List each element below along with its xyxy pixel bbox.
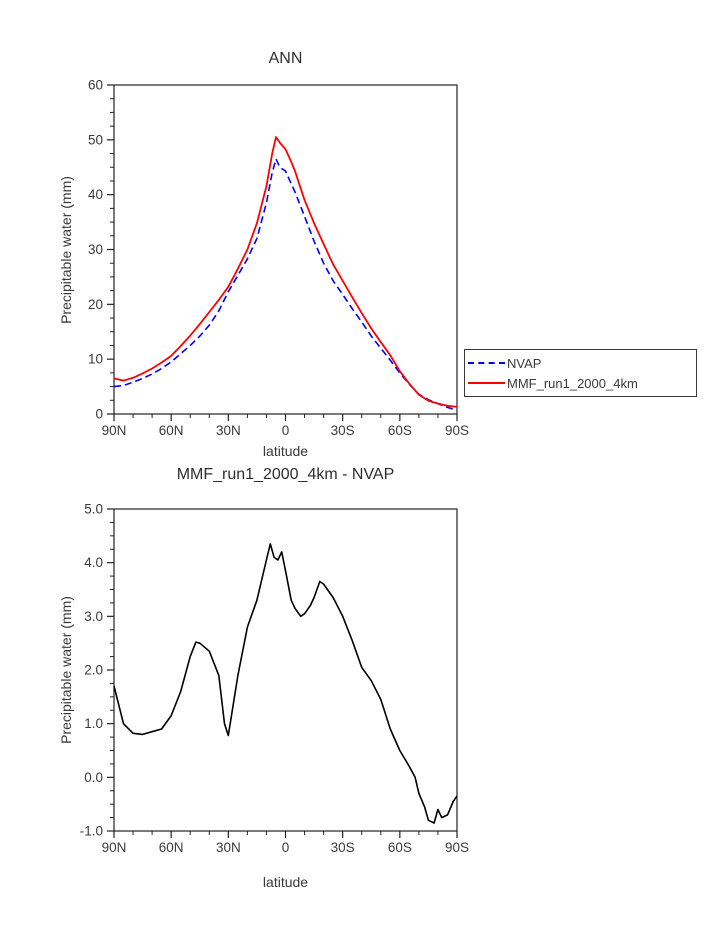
x-tick-label: 60S — [388, 840, 412, 855]
y-tick-label: 40 — [88, 187, 103, 202]
top-chart-ylabel: Precipitable water (mm) — [58, 176, 74, 324]
y-tick-label: 1.0 — [84, 716, 103, 731]
x-tick-label: 60N — [159, 840, 184, 855]
series-line-nvap — [113, 158, 458, 411]
x-tick-label: 90S — [445, 423, 469, 438]
y-tick-label: 2.0 — [84, 663, 103, 678]
legend-solid-line-sample — [468, 382, 505, 384]
series-line-mmf_run1_2000_4km — [113, 136, 458, 408]
x-tick-label: 30S — [331, 423, 355, 438]
bottom-chart: 90N 60N 30N 0 30S 60S 90S -1.0 0.0 1.0 2.0 3.0 4.0 5.… — [80, 502, 469, 856]
x-tick-label: 0 — [282, 423, 290, 438]
legend-label: MMF_run1_2000_4km — [507, 375, 638, 391]
y-tick-label: 5.0 — [84, 502, 103, 517]
x-tick-label: 60S — [388, 423, 412, 438]
x-tick-label: 90N — [102, 840, 127, 855]
legend-entry-nvap: NVAP — [468, 354, 693, 372]
y-tick-label: 20 — [88, 297, 103, 312]
top-chart: 90N 60N 30N 0 30S 60S 90S 0 10 20 30 40 50 60 — [88, 78, 469, 439]
y-tick-label: 0 — [95, 407, 103, 422]
y-tick-label: 4.0 — [84, 555, 103, 570]
legend-label: NVAP — [507, 355, 542, 371]
bottom-chart-title: MMF_run1_2000_4km - NVAP — [176, 466, 395, 483]
x-tick-label: 30S — [331, 840, 355, 855]
x-tick-label: 0 — [282, 840, 290, 855]
y-tick-label: 30 — [88, 242, 103, 257]
top-chart-title: ANN — [268, 50, 303, 67]
bottom-plot-frame — [113, 508, 458, 832]
legend-box: NVAP MMF_run1_2000_4km — [464, 349, 697, 397]
bottom-chart-ylabel: Precipitable water (mm) — [58, 596, 74, 744]
y-tick-label: 60 — [88, 78, 103, 93]
y-tick-label: 10 — [88, 352, 103, 367]
y-tick-label: 50 — [88, 132, 103, 147]
x-tick-label: 30N — [216, 423, 241, 438]
top-plot-frame — [113, 84, 458, 415]
y-tick-label: 0.0 — [84, 770, 103, 785]
x-tick-label: 90S — [445, 840, 469, 855]
x-tick-label: 90N — [102, 423, 127, 438]
x-tick-label: 60N — [159, 423, 184, 438]
y-tick-label: -1.0 — [80, 824, 103, 839]
x-tick-label: 30N — [216, 840, 241, 855]
legend-dashed-line-sample — [468, 362, 505, 364]
y-tick-label: 3.0 — [84, 609, 103, 624]
top-chart-xlabel: latitude — [262, 443, 309, 459]
bottom-chart-xlabel: latitude — [262, 874, 309, 890]
series-line-difference — [113, 543, 458, 824]
legend-entry-mmf_run1_2000_4km: MMF_run1_2000_4km — [468, 374, 693, 392]
